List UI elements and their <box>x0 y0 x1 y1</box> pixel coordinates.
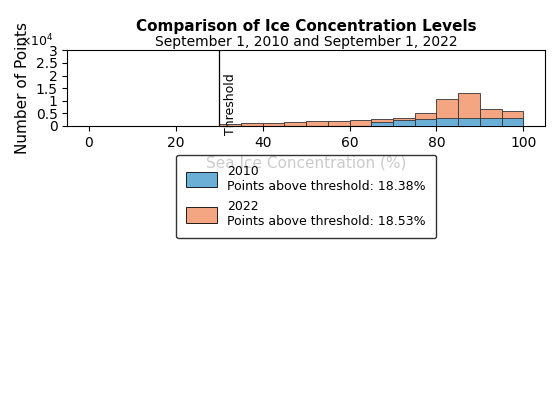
Bar <box>458 118 480 126</box>
Bar <box>480 118 502 126</box>
Text: $\times10^4$: $\times10^4$ <box>20 33 53 50</box>
Bar <box>371 119 393 126</box>
Bar <box>371 122 393 126</box>
Bar <box>393 118 415 126</box>
Bar <box>241 123 263 126</box>
Bar <box>328 121 349 126</box>
Bar <box>393 120 415 126</box>
Legend: 2010
Points above threshold: 18.38%, 2022
Points above threshold: 18.53%: 2010 Points above threshold: 18.38%, 202… <box>176 155 436 238</box>
Bar <box>436 100 458 126</box>
Y-axis label: Number of Points: Number of Points <box>15 22 30 154</box>
Bar <box>502 111 523 126</box>
Bar <box>415 113 436 126</box>
X-axis label: Sea Ice Concentration (%): Sea Ice Concentration (%) <box>206 155 407 170</box>
Bar <box>415 119 436 126</box>
Bar <box>263 123 284 126</box>
Bar <box>284 122 306 126</box>
Bar <box>306 121 328 126</box>
Bar <box>436 118 458 126</box>
Bar <box>502 118 523 126</box>
Text: September 1, 2010 and September 1, 2022: September 1, 2010 and September 1, 2022 <box>155 35 458 49</box>
Bar <box>458 93 480 126</box>
Bar <box>349 120 371 126</box>
Text: Threshold: Threshold <box>225 73 237 135</box>
Title: Comparison of Ice Concentration Levels: Comparison of Ice Concentration Levels <box>136 19 477 34</box>
Bar <box>220 124 241 126</box>
Bar <box>480 110 502 126</box>
